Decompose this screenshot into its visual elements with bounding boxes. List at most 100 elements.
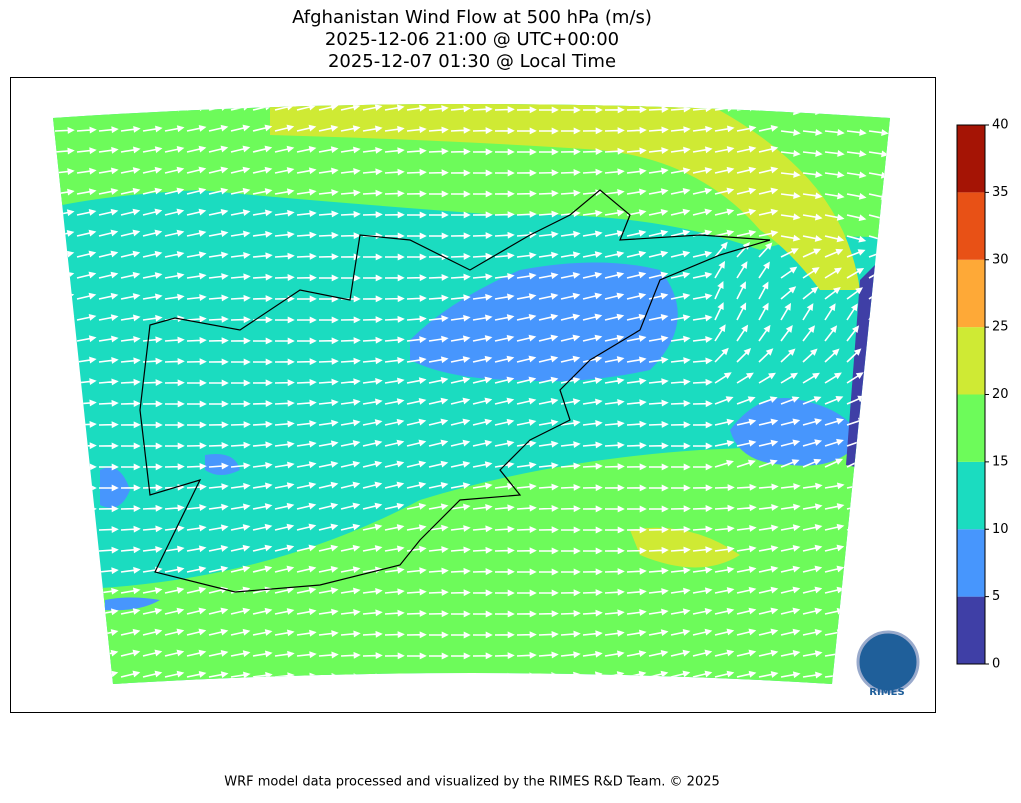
wind-arrow xyxy=(714,208,735,216)
wind-arrow xyxy=(472,211,493,219)
wind-arrow xyxy=(164,229,185,237)
wind-arrow xyxy=(758,586,779,594)
wind-arrow xyxy=(362,316,383,324)
wind-arrow xyxy=(208,607,229,615)
wind-arrow xyxy=(186,166,207,174)
wind-arrow xyxy=(296,358,317,366)
wind-arrow xyxy=(54,335,75,342)
wind-arrow xyxy=(362,104,383,111)
wind-arrow xyxy=(362,336,383,344)
wind-arrow xyxy=(208,145,229,153)
wind-arrow xyxy=(76,650,97,657)
wind-arrow xyxy=(736,607,757,615)
wind-arrow xyxy=(274,379,295,387)
wind-arrow xyxy=(274,586,295,594)
wind-arrow xyxy=(560,251,581,259)
wind-arrow xyxy=(296,502,317,510)
wind-arrow xyxy=(692,525,713,533)
wind-arrow xyxy=(802,192,823,200)
wind-arrow xyxy=(318,523,339,531)
wind-arrow xyxy=(54,547,75,555)
wind-arrow xyxy=(582,441,603,449)
wind-arrow xyxy=(120,314,141,322)
wind-arrow xyxy=(318,231,339,239)
wind-arrow xyxy=(538,376,559,384)
wind-arrow xyxy=(384,274,405,282)
wind-arrow xyxy=(472,127,493,135)
wind-arrow xyxy=(560,419,581,427)
wind-arrow xyxy=(142,546,163,553)
wind-arrow xyxy=(274,337,295,345)
wind-arrow xyxy=(120,546,141,554)
wind-arrow xyxy=(780,325,793,342)
wind-arrow xyxy=(274,188,295,196)
wind-arrow xyxy=(670,505,691,513)
wind-arrow xyxy=(318,295,339,303)
wind-arrow xyxy=(516,547,537,555)
wind-arrow xyxy=(582,127,603,135)
wind-arrow xyxy=(406,397,427,405)
wind-arrow xyxy=(428,673,449,681)
wind-arrow xyxy=(670,335,691,343)
wind-arrow xyxy=(120,167,141,174)
wind-arrow xyxy=(384,253,405,261)
wind-arrow xyxy=(802,149,823,157)
wind-arrow xyxy=(450,482,471,490)
wind-arrow xyxy=(891,567,909,572)
wind-arrow xyxy=(692,566,713,574)
wind-arrow xyxy=(472,482,493,490)
wind-arrow xyxy=(780,650,801,657)
wind-arrow xyxy=(472,610,493,618)
wind-arrow xyxy=(230,187,251,195)
wind-arrow xyxy=(516,419,537,426)
wind-arrow xyxy=(384,232,405,240)
wind-arrow xyxy=(846,171,867,179)
wind-arrow xyxy=(736,324,749,342)
wind-arrow xyxy=(274,441,295,448)
wind-arrow xyxy=(98,526,119,533)
wind-arrow xyxy=(142,607,163,615)
wind-arrow xyxy=(846,608,867,615)
wind-arrow xyxy=(714,125,735,133)
wind-arrow xyxy=(626,526,647,534)
wind-arrow xyxy=(120,628,141,636)
wind-arrow xyxy=(582,650,603,658)
wind-arrow xyxy=(208,251,229,259)
wind-arrow xyxy=(736,524,757,532)
wind-arrow xyxy=(758,439,779,447)
wind-arrow xyxy=(582,609,603,617)
wind-arrow xyxy=(604,188,625,196)
wind-arrow xyxy=(516,293,537,301)
wind-arrow xyxy=(494,106,515,114)
wind-arrow xyxy=(186,125,207,132)
wind-arrow xyxy=(780,439,801,447)
wind-arrow xyxy=(362,545,383,552)
field-region xyxy=(100,454,240,611)
wind-arrow xyxy=(582,484,603,492)
wind-arrow xyxy=(582,168,603,176)
wind-arrow xyxy=(494,334,515,342)
wind-arrow xyxy=(318,253,339,261)
wind-arrow xyxy=(758,124,779,132)
wind-arrow xyxy=(758,302,769,321)
wind-arrow xyxy=(670,587,691,595)
wind-arrow xyxy=(274,231,295,239)
wind-arrow xyxy=(736,229,757,237)
wind-arrow xyxy=(76,442,97,450)
wind-arrow xyxy=(54,588,75,596)
wind-arrow xyxy=(626,356,647,364)
wind-arrow xyxy=(626,168,647,175)
wind-arrow xyxy=(76,167,97,175)
wind-arrow xyxy=(142,670,163,678)
wind-arrow xyxy=(208,442,229,449)
wind-arrow xyxy=(494,148,515,156)
wind-arrow xyxy=(428,356,449,364)
wind-arrow xyxy=(626,399,647,407)
wind-arrow xyxy=(428,397,449,405)
wind-arrow xyxy=(230,671,251,679)
wind-arrow xyxy=(692,336,713,343)
wind-arrow xyxy=(472,314,493,322)
wind-arrow xyxy=(76,292,97,300)
wind-arrow xyxy=(318,608,339,616)
wind-arrow xyxy=(142,400,163,408)
